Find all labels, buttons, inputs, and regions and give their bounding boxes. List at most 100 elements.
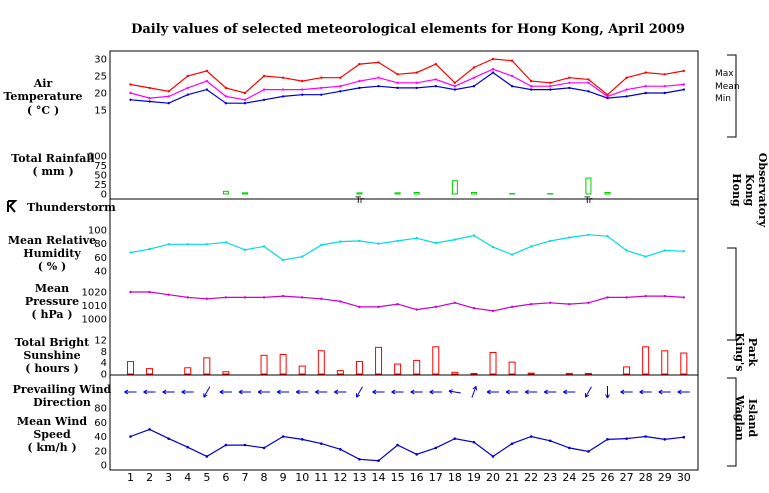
- pressure-point: [377, 305, 380, 309]
- panel-label-humidity: Humidity: [23, 247, 81, 260]
- point-min: [434, 85, 437, 88]
- point-min: [415, 86, 418, 90]
- wind-arrow: [563, 389, 576, 395]
- humidity-point: [529, 245, 533, 248]
- point-min: [568, 86, 571, 90]
- point-min: [644, 91, 647, 95]
- sunshine-bar: [489, 351, 497, 375]
- wind-speed-point: [472, 440, 476, 444]
- point-max: [224, 86, 228, 90]
- wind-speed-point: [529, 435, 533, 438]
- humidity-point: [186, 243, 189, 246]
- point-min: [262, 98, 266, 102]
- day-label: 10: [295, 471, 309, 484]
- day-label: 5: [203, 471, 210, 484]
- panel-label-thunderstorm: Thunderstorm: [27, 201, 116, 214]
- point-mean: [472, 76, 476, 79]
- wind-speed-point: [300, 438, 304, 441]
- day-label: 20: [486, 471, 500, 484]
- point-min: [301, 93, 304, 96]
- wind-speed-point: [434, 446, 438, 450]
- station-bracket: [727, 247, 737, 341]
- pressure-point: [358, 305, 361, 309]
- wind-arrow: [658, 389, 671, 395]
- sunshine-bar: [146, 368, 154, 375]
- frame-kings-park: [109, 198, 699, 376]
- wind-arrow: [584, 386, 592, 398]
- ytick-label-humidity: 80: [94, 239, 107, 250]
- wind-arrow: [124, 389, 137, 395]
- humidity-point: [682, 249, 686, 253]
- point-max: [529, 79, 533, 83]
- point-max: [587, 78, 590, 81]
- point-max: [281, 76, 285, 79]
- thunderstorm-icon: [7, 200, 18, 213]
- point-max: [129, 83, 132, 86]
- point-mean: [415, 81, 418, 85]
- rainfall-bar: [604, 191, 611, 195]
- humidity-point: [568, 236, 571, 239]
- pressure-point: [281, 294, 285, 298]
- point-mean: [167, 95, 170, 98]
- panel-label-pressure: Mean: [35, 282, 69, 295]
- day-label: 17: [429, 471, 443, 484]
- humidity-point: [587, 233, 590, 236]
- point-mean: [129, 91, 132, 95]
- wind-arrow: [620, 389, 633, 395]
- rainfall-bar: [222, 190, 229, 195]
- day-label: 23: [543, 471, 557, 484]
- humidity-point: [205, 243, 209, 246]
- point-max: [434, 62, 437, 66]
- humidity-point: [377, 242, 380, 245]
- pressure-point: [587, 301, 590, 304]
- sunshine-bar: [413, 359, 421, 375]
- wind-arrow: [410, 389, 423, 395]
- point-mean: [243, 98, 247, 102]
- series-line-min: [130, 71, 684, 104]
- rainfall-bar: [413, 191, 420, 195]
- wind-arrow: [143, 389, 156, 395]
- ytick-label-rainfall: 100: [88, 152, 107, 163]
- point-min: [491, 71, 495, 74]
- point-min: [186, 93, 189, 96]
- wind-arrow: [355, 386, 363, 398]
- sunshine-bar: [394, 363, 402, 375]
- panel-label-temperature: Temperature: [3, 90, 82, 103]
- panel-label-pressure: ( hPa ): [31, 308, 72, 321]
- sunshine-bar: [508, 361, 516, 375]
- wind-arrow: [486, 389, 500, 395]
- wind-speed-point: [339, 448, 342, 451]
- sunshine-bar: [432, 346, 440, 375]
- point-min: [167, 102, 170, 105]
- point-max: [205, 69, 209, 73]
- sunshine-bar: [127, 361, 134, 375]
- sunshine-bar: [470, 372, 478, 375]
- wind-speed-point: [262, 446, 266, 450]
- point-min: [396, 86, 399, 90]
- point-max: [491, 57, 495, 61]
- humidity-point: [358, 239, 361, 243]
- point-mean: [205, 79, 209, 83]
- ytick-label-pressure: 1010: [82, 301, 107, 312]
- point-min: [606, 96, 609, 100]
- panel-label-wind_direction: Prevailing Wind: [13, 383, 112, 396]
- day-label: 26: [601, 471, 615, 484]
- point-max: [186, 74, 189, 78]
- ytick-label-sunshine: 4: [101, 358, 107, 369]
- point-mean: [644, 85, 647, 88]
- day-label: 1: [127, 471, 134, 484]
- point-max: [167, 90, 170, 93]
- wind-arrow: [544, 389, 557, 395]
- wind-arrow: [315, 389, 328, 395]
- point-mean: [320, 86, 323, 90]
- sunshine-bar: [642, 346, 650, 375]
- ytick-label-temperature: 15: [94, 106, 107, 117]
- humidity-point: [396, 239, 399, 243]
- wind-arrow: [372, 389, 385, 395]
- panel-frames: 1520253002550751004060801001000101010200…: [82, 50, 699, 472]
- point-max: [415, 71, 418, 74]
- day-label: 7: [241, 471, 248, 484]
- humidity-point: [472, 234, 476, 237]
- day-label: 13: [352, 471, 366, 484]
- day-label: 8: [261, 471, 268, 484]
